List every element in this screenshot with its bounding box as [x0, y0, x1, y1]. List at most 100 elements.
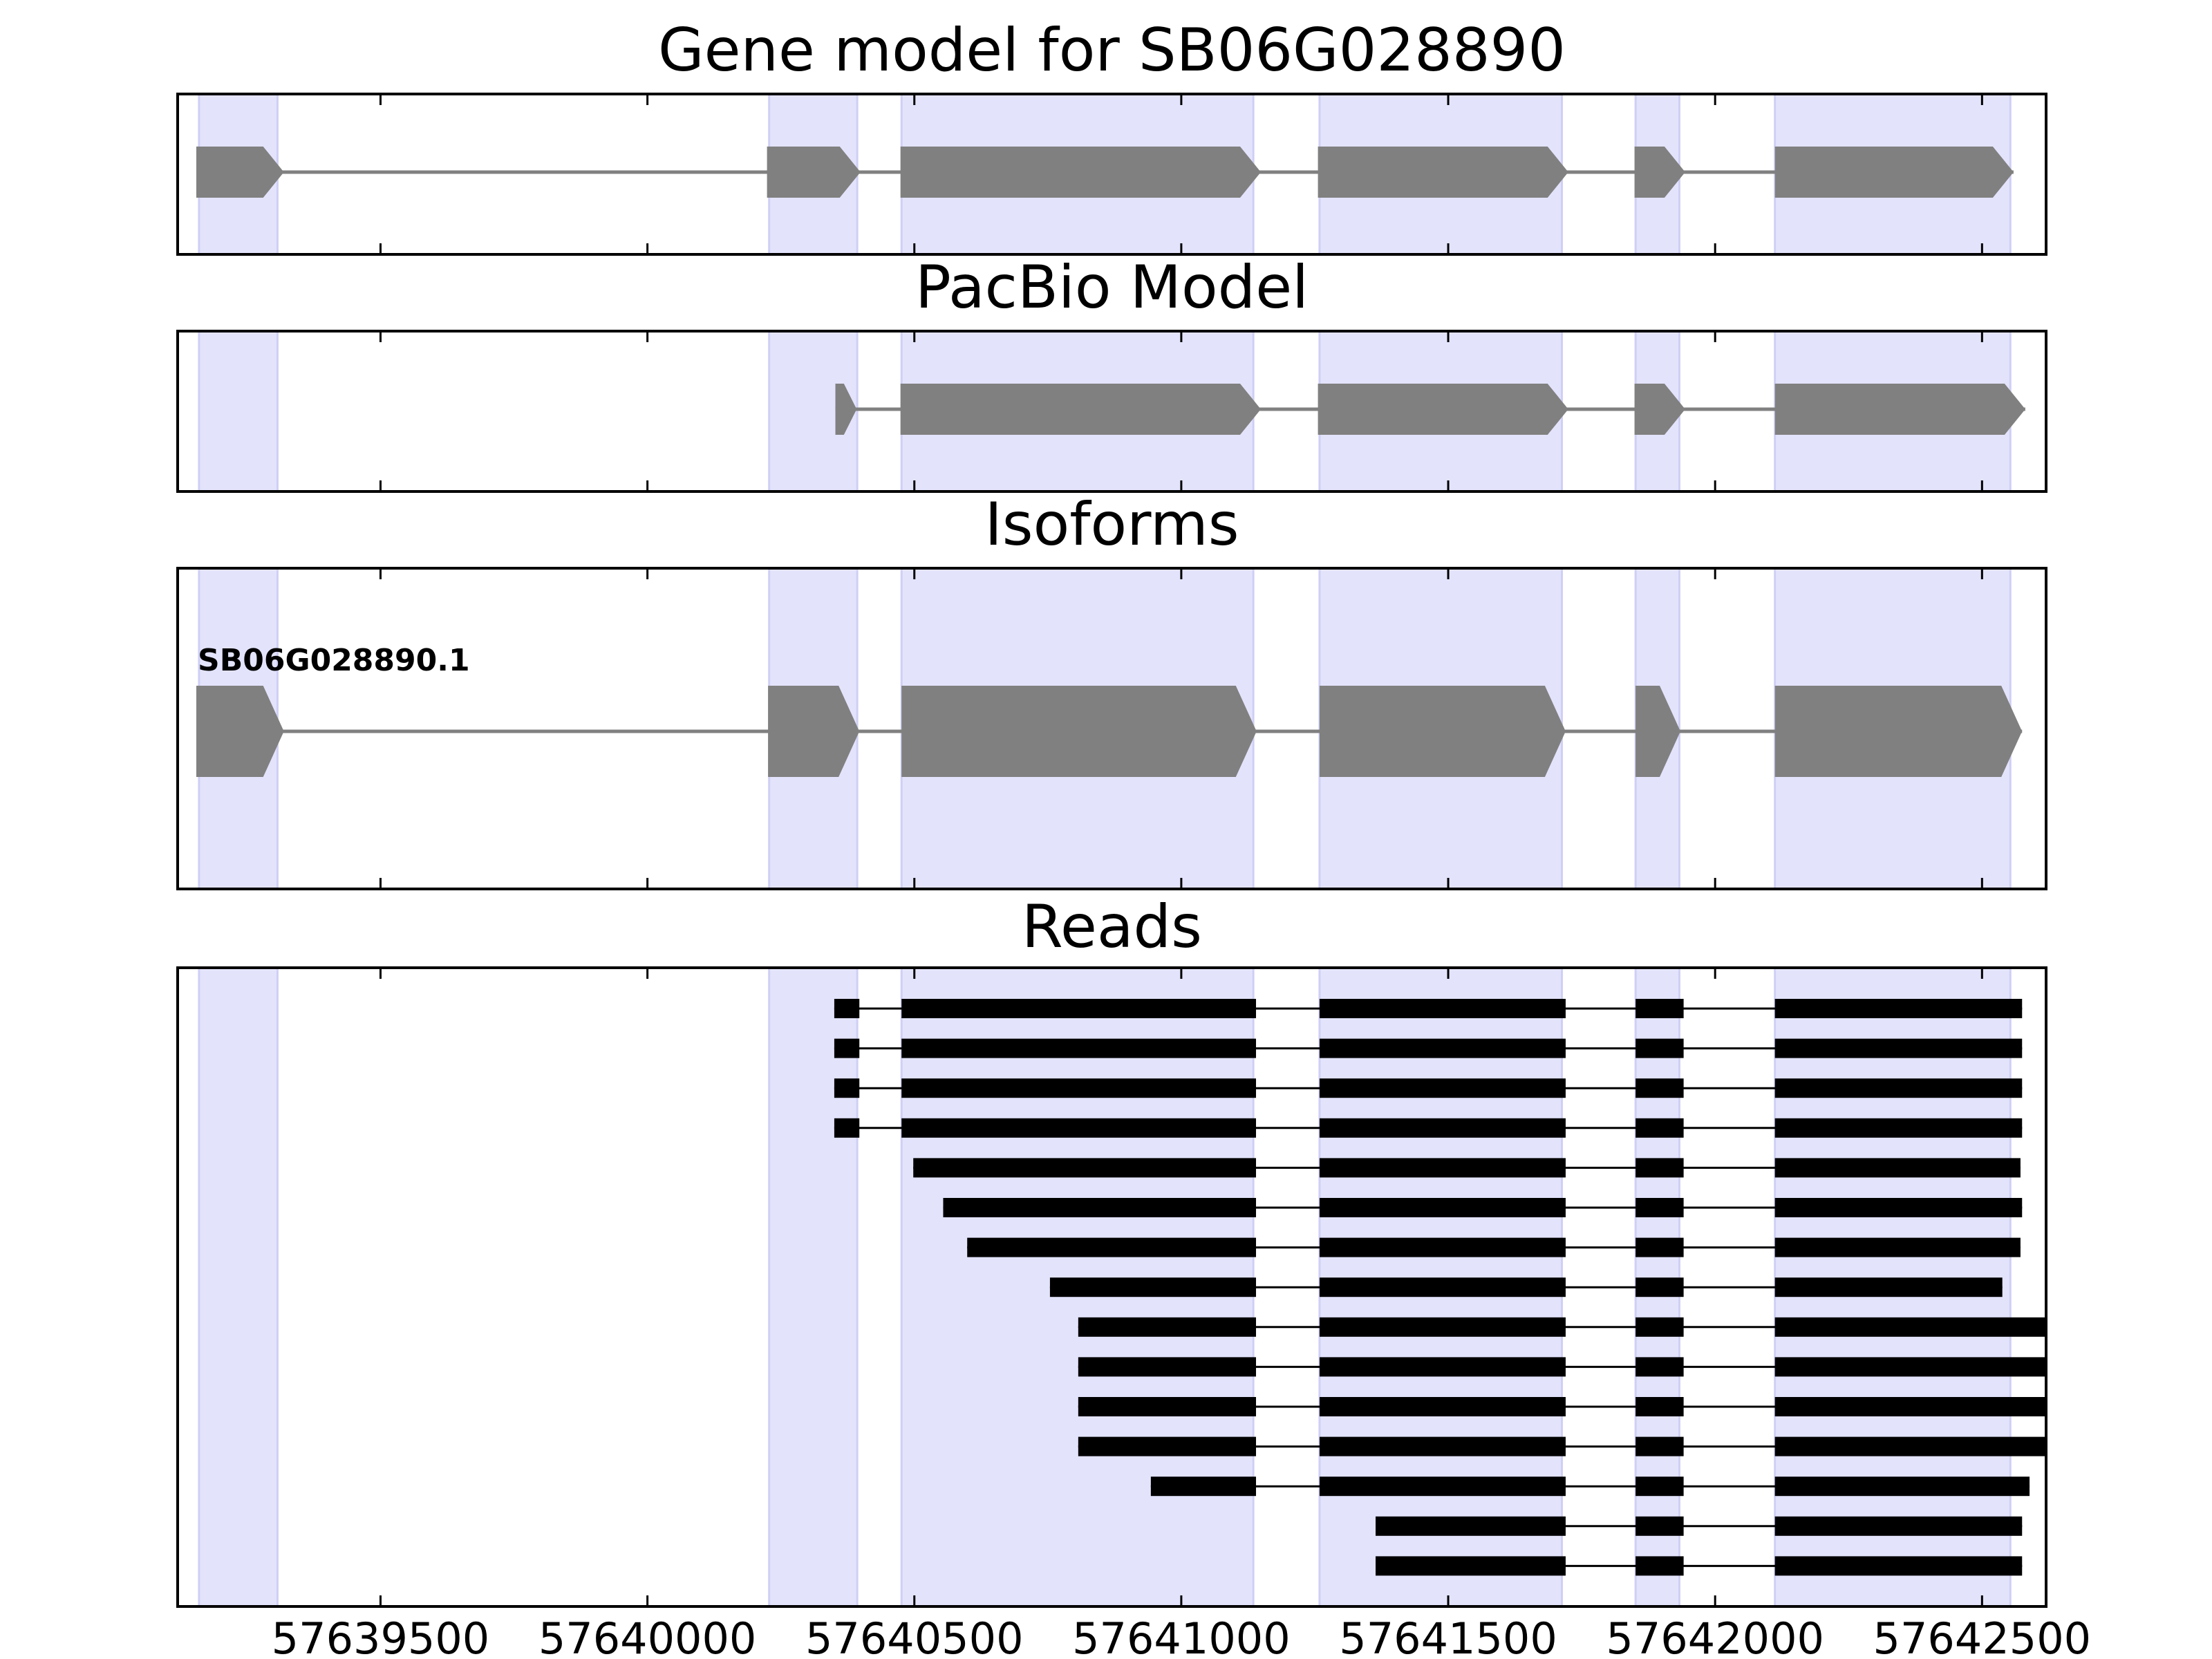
- read-exon: [1319, 1277, 1566, 1297]
- exon-arrow: [1318, 147, 1568, 198]
- read-track: [834, 1118, 2023, 1138]
- read-exon: [1635, 1158, 1684, 1178]
- x-tick-label: 57642500: [1873, 1613, 2092, 1659]
- model-track: [196, 147, 2014, 198]
- read-exon: [943, 1198, 1257, 1217]
- read-exon: [1774, 1118, 2023, 1138]
- exon-arrow: [1634, 147, 1685, 198]
- exon-arrow: [900, 147, 1261, 198]
- x-tick-label: 57641000: [1072, 1613, 1291, 1659]
- read-exon: [1150, 1477, 1257, 1497]
- read-exon: [1774, 1477, 2030, 1497]
- x-tick-label: 57641500: [1339, 1613, 1557, 1659]
- exon-arrow: [196, 686, 284, 777]
- read-exon: [1078, 1317, 1257, 1337]
- exon-arrow: [901, 686, 1257, 777]
- panel-pacbio-model: PacBio Model: [176, 253, 2047, 493]
- read-exon: [1319, 999, 1566, 1018]
- read-exon: [1635, 1516, 1684, 1536]
- read-exon: [1635, 999, 1684, 1018]
- read-exon: [1774, 999, 2023, 1018]
- read-exon: [1774, 1397, 2046, 1416]
- read-track: [967, 1237, 2021, 1257]
- read-exon: [1635, 1357, 1684, 1377]
- read-exon: [1376, 1556, 1566, 1576]
- read-exon: [1774, 1198, 2023, 1217]
- read-exon: [1319, 1317, 1566, 1337]
- read-exon: [1774, 1317, 2046, 1337]
- panel-title: Isoforms: [984, 490, 1239, 559]
- exon-highlight-band: [198, 330, 279, 493]
- exon-arrow: [768, 686, 860, 777]
- read-exon: [1376, 1516, 1566, 1536]
- isoform-label: SB06G028890.1: [198, 643, 470, 678]
- exon-arrow: [767, 147, 861, 198]
- read-exon: [834, 1078, 860, 1098]
- read-exon: [1078, 1397, 1257, 1416]
- read-exon: [1319, 1198, 1566, 1217]
- read-exon: [913, 1158, 1257, 1178]
- read-track: [1376, 1556, 2023, 1576]
- read-track: [1078, 1357, 2046, 1377]
- exon-arrow: [1635, 686, 1680, 777]
- read-exon: [901, 1078, 1257, 1098]
- read-exon: [1635, 1477, 1684, 1497]
- panel-gene-model: Gene model for SB06G028890: [176, 16, 2047, 256]
- read-exon: [1774, 1237, 2021, 1257]
- read-exon: [901, 1118, 1257, 1138]
- panel-reads: Reads 57639500 57640000 57640500 57641000 576…: [176, 892, 2092, 1659]
- read-track: [1078, 1436, 2046, 1456]
- read-track: [1049, 1277, 2003, 1297]
- read-exon: [1319, 1078, 1566, 1098]
- model-track: SB06G028890.1: [196, 643, 2023, 777]
- panel-frame: [176, 93, 2047, 256]
- exon-highlight-band: [768, 966, 859, 1608]
- read-exon: [1635, 1198, 1684, 1217]
- read-track: [1078, 1397, 2046, 1416]
- read-exon: [1774, 1357, 2046, 1377]
- read-exon: [1319, 1397, 1566, 1416]
- read-exon: [1635, 1317, 1684, 1337]
- read-exon: [1635, 1436, 1684, 1456]
- exon-arrow: [1774, 686, 2023, 777]
- read-track: [1150, 1477, 2030, 1497]
- panel-frame: [176, 966, 2047, 1608]
- read-exon: [1319, 1436, 1566, 1456]
- read-track: [1078, 1317, 2046, 1337]
- read-exon: [1319, 1357, 1566, 1377]
- read-exon: [834, 999, 860, 1018]
- read-exon: [1635, 1277, 1684, 1297]
- read-exon: [1635, 1038, 1684, 1058]
- read-exon: [1319, 1237, 1566, 1257]
- panel-title: PacBio Model: [915, 253, 1309, 322]
- read-exon: [1635, 1078, 1684, 1098]
- x-tick-label: 57640500: [805, 1613, 1024, 1659]
- exon-arrow: [1318, 384, 1568, 435]
- read-exon: [1635, 1118, 1684, 1138]
- read-exon: [901, 999, 1257, 1018]
- read-exon: [1319, 1118, 1566, 1138]
- exon-arrow: [835, 384, 857, 435]
- read-exon: [1078, 1357, 1257, 1377]
- read-exon: [1774, 1556, 2023, 1576]
- panel-frame: [176, 330, 2047, 493]
- read-exon: [834, 1038, 860, 1058]
- exon-arrow: [1319, 686, 1566, 777]
- read-exon: [901, 1038, 1257, 1058]
- read-exon: [1635, 1237, 1684, 1257]
- exon-highlight-band: [198, 966, 279, 1608]
- read-exon: [1774, 1277, 2003, 1297]
- read-track: [834, 1078, 2023, 1098]
- panel-frame: [176, 567, 2047, 890]
- panel-isoforms: Isoforms SB06G028890.1: [176, 490, 2047, 890]
- x-tick-label: 57639500: [272, 1613, 490, 1659]
- read-track: [834, 1038, 2023, 1058]
- read-track: [943, 1198, 2023, 1217]
- exon-arrow: [196, 147, 284, 198]
- read-exon: [1635, 1556, 1684, 1576]
- read-exon: [1635, 1397, 1684, 1416]
- x-tick-label: 57642000: [1606, 1613, 1824, 1659]
- read-exon: [1319, 1158, 1566, 1178]
- panel-title: Reads: [1022, 892, 1202, 962]
- exon-arrow: [1774, 384, 2025, 435]
